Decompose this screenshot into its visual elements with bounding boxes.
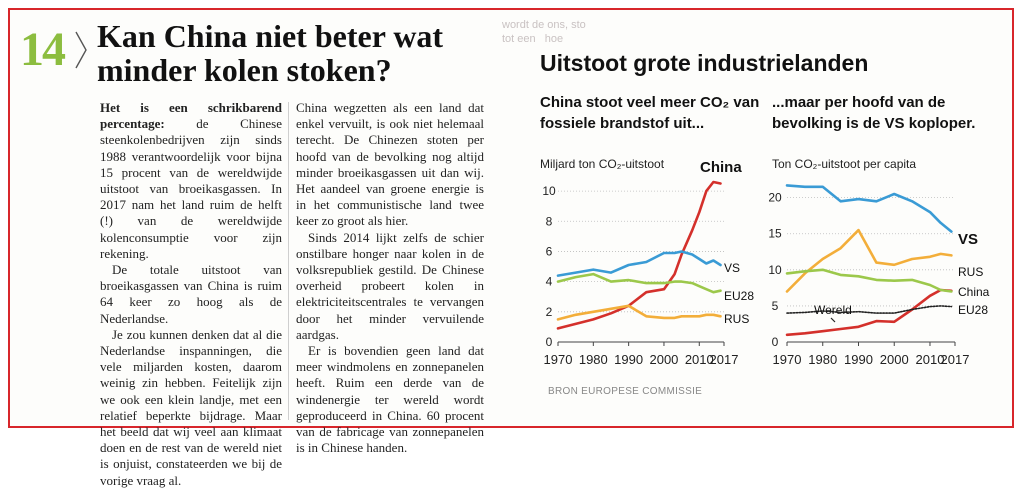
y-tick-label: 8 — [546, 214, 553, 228]
article-column-2: China wegzetten als een land dat enkel v… — [296, 100, 484, 456]
series-label-vs: VS — [958, 231, 978, 248]
x-tick-label: 1990 — [614, 352, 643, 367]
series-line-eu28 — [785, 268, 953, 293]
y-tick-label: 6 — [546, 244, 553, 258]
series-line-rus — [785, 228, 953, 293]
paragraph: De totale uitstoot van broeikasgassen va… — [100, 262, 282, 326]
x-tick-label: 1980 — [579, 352, 608, 367]
series-label-rus: RUS — [958, 265, 983, 279]
source-note: BRON EUROPESE COMMISSIE — [548, 386, 703, 397]
y-tick-label: 4 — [546, 275, 553, 289]
x-tick-label: 2017 — [710, 352, 739, 367]
y-tick-label: 5 — [772, 299, 779, 313]
chart-per-capita: Ton CO₂-uitstoot per capita 0 5 10 15 20 1970 1… — [768, 157, 990, 367]
x-tick-label: 2017 — [941, 352, 970, 367]
paragraph: China wegzetten als een land dat enkel v… — [296, 100, 484, 229]
series-label-eu28: EU28 — [724, 289, 754, 303]
x-tick-label: 1970 — [773, 352, 802, 367]
series-label-china: China — [958, 285, 990, 299]
wereld-leader — [830, 317, 836, 323]
chart-subtitle-left: China stoot veel meer CO₂ van fossiele b… — [540, 94, 760, 132]
series-label-china: China — [700, 159, 742, 176]
paragraph-text: de Chinese steenkolenbedrijven zijn sind… — [100, 116, 282, 261]
bleed-through-text: tot een hoe — [502, 33, 564, 45]
headline: Kan China niet beter wat minder kolen st… — [97, 18, 444, 88]
series-label-wereld: Wereld — [814, 303, 852, 317]
y-tick-label: 15 — [768, 227, 782, 241]
question-number: 14 — [20, 23, 66, 76]
series-line-china — [785, 288, 953, 337]
y-tick-label: 10 — [768, 263, 782, 277]
chart-subtitle-right: ...maar per hoofd van de bevolking is de… — [772, 94, 976, 132]
paragraph: Het is een schrikbarend percentage: de C… — [100, 100, 282, 262]
x-tick-label: 1970 — [544, 352, 573, 367]
page: 14 Kan China niet beter wat minder kolen… — [8, 8, 1014, 488]
article-frame — [8, 8, 1014, 428]
series-line-wereld — [786, 305, 953, 314]
column-divider — [288, 102, 289, 420]
y-tick-label: 2 — [546, 305, 553, 319]
x-tick-label: 2010 — [685, 352, 714, 367]
series-line-vs — [556, 250, 722, 277]
article-column-1: Het is een schrikbarend percentage: de C… — [100, 100, 282, 489]
x-tick-label: 2010 — [916, 352, 945, 367]
series-label-vs: VS — [724, 261, 740, 275]
y-tick-label: 0 — [546, 335, 553, 349]
bleed-through-text: wordt de ons, sto — [502, 19, 586, 31]
y-tick-label: 20 — [768, 191, 782, 205]
y-tick-label: 0 — [772, 335, 779, 349]
x-tick-label: 1990 — [844, 352, 873, 367]
chart-total-emissions: Miljard ton CO₂-uitstoot 0 2 4 6 8 10 1970 1980 1… — [540, 157, 754, 367]
series-line-vs — [785, 184, 953, 233]
paragraph: Sinds 2014 lijkt zelfs de schier onstilb… — [296, 229, 484, 342]
y-axis-label: Ton CO₂-uitstoot per capita — [772, 157, 916, 171]
y-axis-label: Miljard ton CO₂-uitstoot — [540, 157, 665, 171]
x-tick-label: 2000 — [649, 352, 678, 367]
series-line-eu28 — [556, 272, 722, 294]
series-line-rus — [556, 304, 722, 321]
series-label-rus: RUS — [724, 312, 749, 326]
x-tick-label: 2000 — [880, 352, 909, 367]
lead-in: Het is een schrikbarend percentage: — [100, 100, 282, 132]
x-tick-label: 1980 — [808, 352, 837, 367]
chevron-right-icon — [75, 31, 87, 69]
y-tick-label: 10 — [542, 184, 556, 198]
series-label-eu28: EU28 — [958, 303, 988, 317]
chart-title: Uitstoot grote industrielanden — [540, 50, 869, 76]
